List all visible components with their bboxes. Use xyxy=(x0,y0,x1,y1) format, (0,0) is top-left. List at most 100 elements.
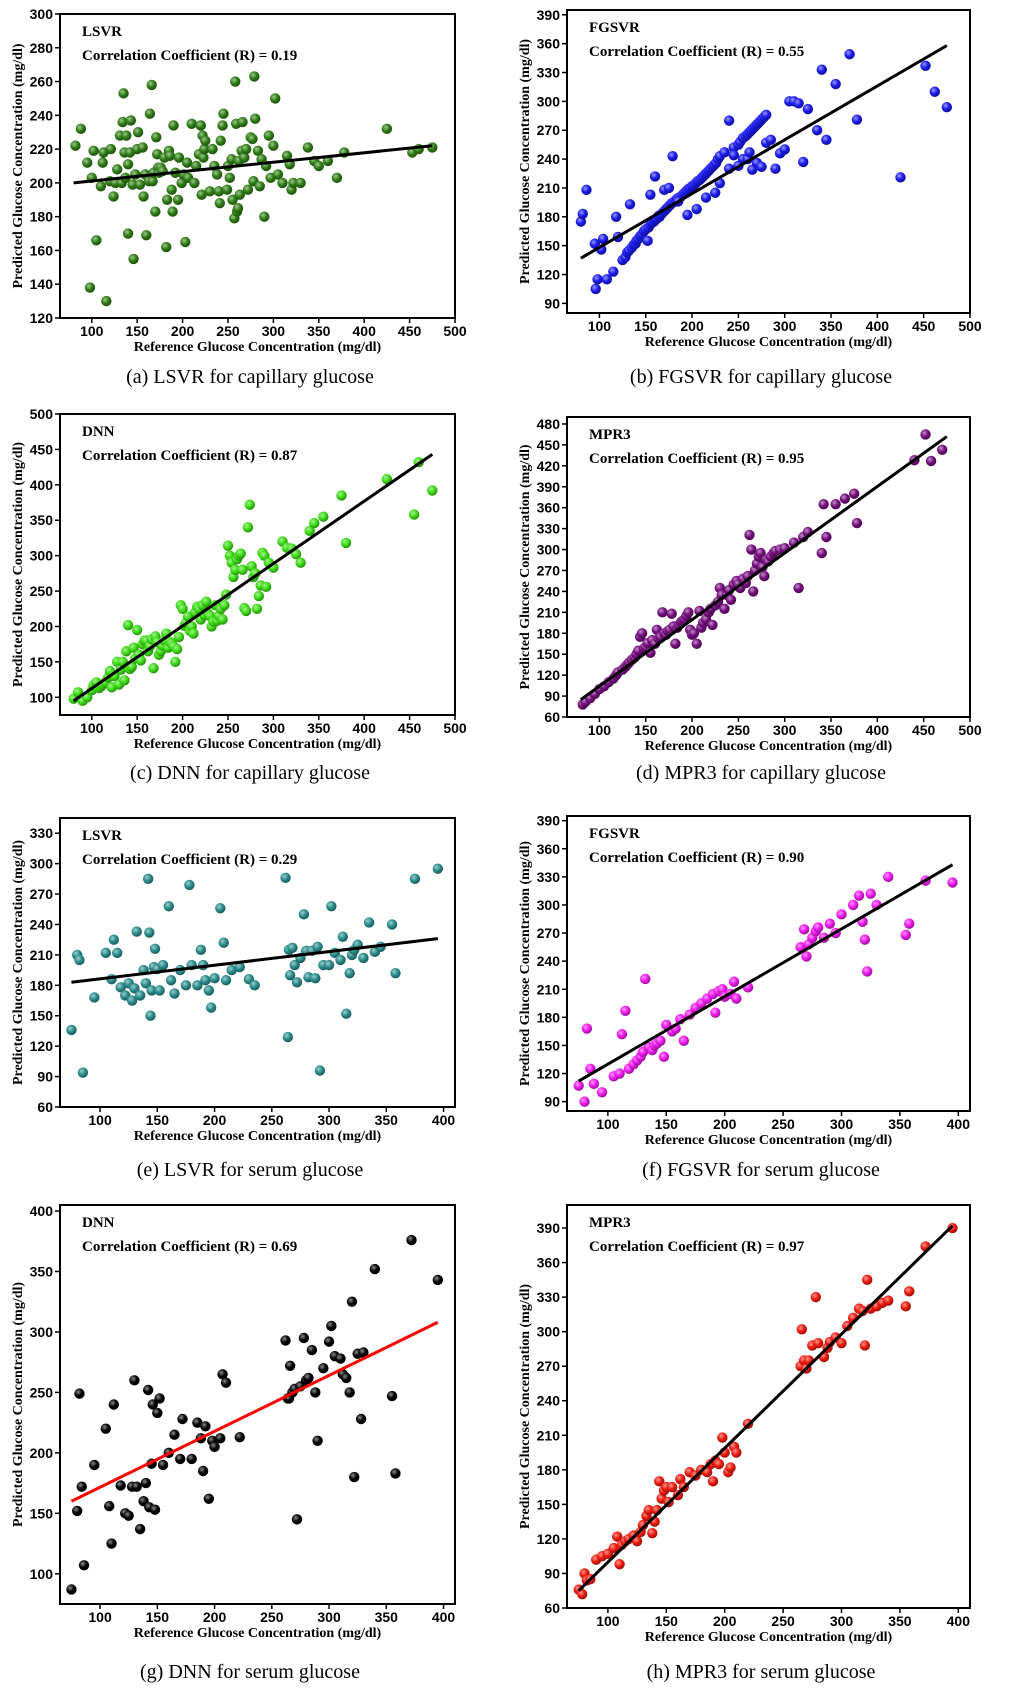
x-tick-label: 150 xyxy=(655,1613,679,1629)
scatter-point xyxy=(251,603,263,614)
y-tick-label: 120 xyxy=(537,1066,561,1082)
scatter-point xyxy=(134,1523,146,1535)
scatter-point xyxy=(802,103,814,115)
scatter-point xyxy=(260,581,272,593)
scatter-point xyxy=(118,88,129,99)
plot-frame xyxy=(59,1204,456,1605)
y-tick-label: 150 xyxy=(537,238,561,254)
y-tick-label: 480 xyxy=(537,416,561,432)
scatter-point xyxy=(647,1527,658,1539)
x-tick-label: 300 xyxy=(773,722,797,738)
y-tick-label: 250 xyxy=(30,1384,54,1400)
scatter-point xyxy=(341,1008,352,1019)
scatter-point xyxy=(608,266,619,277)
scatter-point xyxy=(318,1363,329,1374)
scatter-point xyxy=(291,977,303,988)
scatter-point xyxy=(728,976,740,987)
scatter-point xyxy=(581,184,592,196)
scatter-point xyxy=(670,638,681,649)
y-tick-label: 210 xyxy=(537,1427,561,1443)
y-tick-label: 330 xyxy=(30,825,54,841)
scatter-point xyxy=(148,663,159,674)
scatter-point xyxy=(222,540,234,551)
scatter-point xyxy=(710,187,721,198)
scatter-point xyxy=(151,132,162,143)
scatter-point xyxy=(682,209,693,221)
correlation-annotation: Correlation Coefficient (R) = 0.29 xyxy=(82,852,297,868)
plot-frame xyxy=(59,817,456,1108)
correlation-annotation: Correlation Coefficient (R) = 0.19 xyxy=(82,48,297,64)
scatter-point xyxy=(947,1222,958,1234)
scatter-point xyxy=(812,1337,824,1349)
panel-title: MPR3 xyxy=(589,1215,631,1231)
scatter-point xyxy=(731,1447,742,1458)
x-tick-label: 250 xyxy=(260,1112,284,1128)
x-tick-label: 200 xyxy=(171,323,195,339)
y-tick-label: 240 xyxy=(537,953,561,969)
scatter-point xyxy=(220,975,232,986)
scatter-point xyxy=(252,145,264,156)
y-tick-label: 200 xyxy=(30,1445,54,1461)
scatter-point xyxy=(816,547,827,559)
scatter-point xyxy=(770,163,781,174)
scatter-point xyxy=(126,995,138,1006)
scatter-point xyxy=(289,959,300,971)
scatter-point xyxy=(163,901,174,912)
scatter-point xyxy=(824,918,836,929)
scatter-point xyxy=(184,879,195,891)
scatter-point xyxy=(224,172,236,184)
x-tick-label: 500 xyxy=(443,720,467,736)
y-tick-label: 150 xyxy=(30,654,54,670)
x-tick-label: 500 xyxy=(958,318,982,334)
scatter-point xyxy=(97,157,108,168)
scatter-point xyxy=(427,485,438,496)
y-tick-label: 210 xyxy=(537,604,561,620)
scatter-point xyxy=(579,1096,590,1107)
scatter-point xyxy=(947,877,958,888)
scatter-point xyxy=(883,1295,894,1306)
chart-panel-d: 100 150 200 250 300 350 400 450 500 60 90 120 150 180… xyxy=(507,397,1015,797)
scatter-point xyxy=(577,208,588,220)
scatter-point xyxy=(755,547,766,559)
scatter-point xyxy=(853,890,865,901)
scatter-point xyxy=(89,992,100,1003)
scatter-point xyxy=(125,115,137,126)
scatter-point xyxy=(859,1340,871,1351)
scatter-point xyxy=(666,1481,678,1493)
scatter-point xyxy=(920,429,931,440)
scatter-point xyxy=(288,177,299,189)
correlation-annotation: Correlation Coefficient (R) = 0.90 xyxy=(589,850,804,866)
scatter-point xyxy=(280,1335,291,1346)
x-tick-label: 150 xyxy=(146,1112,170,1128)
scatter-point xyxy=(150,206,161,217)
scatter-point xyxy=(865,888,876,899)
scatter-point xyxy=(149,1504,161,1515)
scatter-point xyxy=(281,150,293,162)
x-tick-label: 200 xyxy=(171,720,195,736)
scatter-point xyxy=(748,586,759,597)
scatter-point xyxy=(247,133,258,145)
scatter-point xyxy=(386,1390,398,1402)
scatter-point xyxy=(725,594,737,605)
scatter-point xyxy=(688,628,700,639)
scatter-point xyxy=(82,157,93,168)
scatter-point xyxy=(369,1263,381,1275)
scatter-point xyxy=(596,1087,608,1098)
scatter-point xyxy=(237,564,248,576)
scatter-point xyxy=(186,118,197,129)
x-axis-label: Reference Glucose Concentration (mg/dl) xyxy=(645,335,893,350)
y-axis-label: Predicted Glucose Concentration (mg/dl) xyxy=(518,841,533,1086)
scatter-point xyxy=(215,1433,226,1444)
x-tick-label: 200 xyxy=(203,1609,227,1625)
scatter-point xyxy=(205,1002,217,1013)
chart-plot-e: 100 150 200 250 300 350 400 60 90 120 150 180 210 240… xyxy=(11,817,456,1144)
y-tick-label: 60 xyxy=(544,709,560,725)
scatter-point xyxy=(134,179,146,190)
scatter-point xyxy=(844,49,855,60)
y-tick-label: 240 xyxy=(30,107,54,123)
y-tick-label: 300 xyxy=(30,548,54,564)
x-tick-label: 250 xyxy=(216,720,240,736)
scatter-point xyxy=(175,1453,186,1465)
x-axis-label: Reference Glucose Concentration (mg/dl) xyxy=(134,1129,382,1144)
x-tick-label: 400 xyxy=(866,722,890,738)
